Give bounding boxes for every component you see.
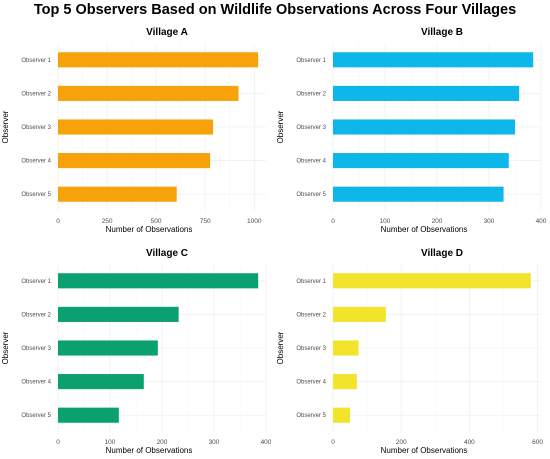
village-d-x-tick-label: 600 [532,439,543,446]
village-d-x-tick-label: 400 [464,439,475,446]
village-a-bar-5 [58,186,177,202]
village-d-bar-2 [333,306,386,322]
village-d-y-axis-title: Observer [276,331,285,364]
village-a-category-label: Observer 4 [21,159,51,165]
village-a-y-axis-title: Observer [1,110,10,143]
village-c-x-axis-title: Number of Observations [106,446,193,455]
village-c-panel-title: Village C [146,248,188,259]
village-b-x-axis-title: Number of Observations [381,225,468,234]
village-a-bar-4 [58,153,211,169]
village-b-x-tick-label: 300 [484,218,495,225]
village-b-bar-3 [333,119,515,135]
village-b-category-label: Observer 4 [296,159,326,165]
village-d-category-label: Observer 2 [296,312,326,318]
village-c-bar-2 [58,306,179,322]
village-d-x-axis-title: Number of Observations [381,446,468,455]
village-d-panel-title: Village D [421,248,463,259]
village-c-bar-1 [58,273,259,289]
village-a-x-tick-label: 1000 [247,218,262,225]
village-c-category-label: Observer 2 [21,312,51,318]
village-d-category-label: Observer 3 [296,346,326,352]
village-a-bar-3 [58,119,214,135]
main-title: Top 5 Observers Based on Wildlife Observ… [33,2,517,18]
village-d-category-label: Observer 5 [296,413,326,419]
village-d-bar-1 [333,273,531,289]
village-a-x-tick-label: 750 [200,218,211,225]
village-a-bar-2 [58,85,239,101]
village-a-category-label: Observer 3 [21,125,51,131]
village-d-category-label: Observer 4 [296,380,326,386]
village-d-x-tick-label: 200 [396,439,407,446]
village-c-x-tick-label: 100 [105,439,116,446]
village-c-x-tick-label: 200 [157,439,168,446]
village-c-x-tick-label: 0 [56,439,60,446]
village-c-x-tick-label: 400 [261,439,272,446]
village-b-x-tick-label: 200 [432,218,443,225]
village-d-category-label: Observer 1 [296,279,326,285]
village-d-bar-4 [333,374,357,390]
village-c-category-label: Observer 4 [21,380,51,386]
village-c-x-tick-label: 300 [209,439,220,446]
village-b-x-tick-label: 0 [331,218,335,225]
village-b-panel-title: Village B [421,27,463,38]
village-b-y-axis-title: Observer [276,110,285,143]
village-c-bar-4 [58,374,144,390]
village-b-category-label: Observer 1 [296,58,326,64]
village-b-bar-1 [333,52,534,68]
village-a-x-tick-label: 500 [151,218,162,225]
village-b-category-label: Observer 3 [296,125,326,131]
village-b-category-label: Observer 2 [296,91,326,97]
village-a-category-label: Observer 5 [21,192,51,198]
village-a-category-label: Observer 2 [21,91,51,97]
village-d-bar-3 [333,340,359,356]
village-c-category-label: Observer 1 [21,279,51,285]
village-a-category-label: Observer 1 [21,58,51,64]
village-c-bar-5 [58,407,119,423]
village-b-x-tick-label: 100 [380,218,391,225]
village-b-category-label: Observer 5 [296,192,326,198]
village-c-y-axis-title: Observer [1,331,10,364]
village-a-x-tick-label: 250 [102,218,113,225]
village-a-x-tick-label: 0 [56,218,60,225]
village-d-bar-5 [333,407,351,423]
village-a-panel-title: Village A [146,27,188,38]
village-b-bar-4 [333,153,509,169]
village-a-bar-1 [58,52,259,68]
village-b-bar-2 [333,85,520,101]
village-c-bar-3 [58,340,158,356]
village-c-category-label: Observer 3 [21,346,51,352]
village-d-x-tick-label: 0 [331,439,335,446]
village-b-bar-5 [333,186,504,202]
village-b-x-tick-label: 400 [536,218,547,225]
village-a-x-axis-title: Number of Observations [106,225,193,234]
village-c-category-label: Observer 5 [21,413,51,419]
